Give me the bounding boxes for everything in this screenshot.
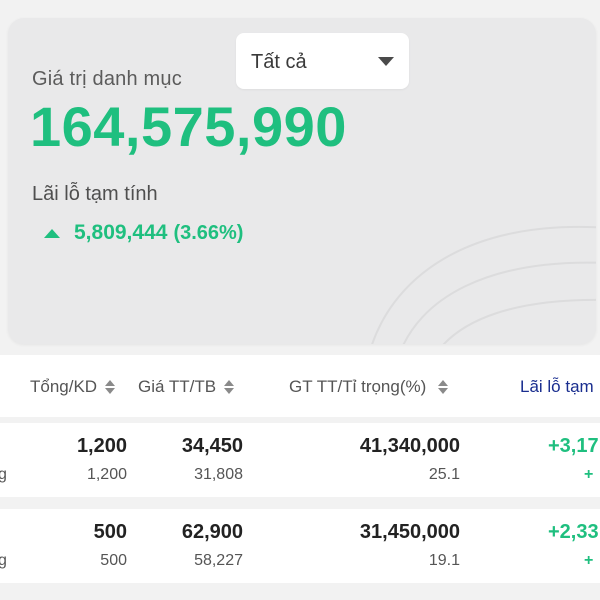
table-row[interactable]: g 500 500 62,900 58,227 31,450,000 19.1 … [0, 509, 600, 583]
row-name-fragment: g [0, 466, 7, 483]
table-row[interactable]: g 1,200 1,200 34,450 31,808 41,340,000 2… [0, 423, 600, 497]
market-price: 34,450 [181, 435, 243, 457]
filter-selected-value: Tất cả [251, 51, 307, 73]
column-header-pl[interactable]: Lãi lỗ tạm [520, 377, 594, 397]
provisional-pl-label: Lãi lỗ tạm tính [32, 183, 158, 205]
sort-icon[interactable] [438, 380, 449, 394]
column-header-total-kd[interactable]: Tổng/KD [30, 377, 116, 397]
market-price: 62,900 [181, 521, 243, 543]
provisional-pl: 5,809,444 (3.66%) [44, 221, 243, 245]
chevron-down-icon [378, 57, 394, 66]
card-decoration [371, 225, 596, 344]
column-header-price[interactable]: Giá TT/TB [138, 377, 235, 397]
arrow-up-icon [44, 229, 60, 238]
column-header-value-weight[interactable]: GT TT/Tỉ trọng(%) [289, 377, 449, 397]
holdings-table-header: Tổng/KD Giá TT/TB GT TT/Tỉ trọng(%) Lãi … [0, 355, 600, 417]
pl-percent: (3.66%) [173, 221, 244, 244]
portfolio-filter-dropdown[interactable]: Tất cả [236, 33, 409, 89]
total-quantity: 500 [93, 521, 127, 543]
pl-amount: +2,33 [548, 521, 599, 543]
market-value: 31,450,000 [359, 521, 460, 543]
column-header-label: Giá TT/TB [138, 377, 217, 396]
portfolio-total-value: 164,575,990 [30, 95, 347, 158]
kd-quantity: 1,200 [86, 466, 127, 483]
market-value: 41,340,000 [359, 435, 460, 457]
pl-amount: +3,17 [548, 435, 599, 457]
sort-icon[interactable] [105, 380, 116, 394]
weight-percent: 25.1 [428, 466, 460, 483]
total-quantity: 1,200 [76, 435, 127, 457]
pl-value: 5,809,444 [74, 221, 168, 244]
sort-icon[interactable] [224, 380, 235, 394]
column-header-label: Lãi lỗ tạm [520, 377, 594, 396]
portfolio-value-label: Giá trị danh mục [32, 68, 182, 90]
column-header-label: GT TT/Tỉ trọng(%) [289, 377, 427, 396]
row-name-fragment: g [0, 552, 7, 569]
average-price: 31,808 [194, 466, 243, 483]
portfolio-summary-card: Giá trị danh mục Tất cả 164,575,990 Lãi … [8, 18, 596, 344]
pl-percent-cell: + [584, 466, 594, 483]
weight-percent: 19.1 [428, 552, 460, 569]
pl-percent-cell: + [584, 552, 594, 569]
kd-quantity: 500 [100, 552, 127, 569]
average-price: 58,227 [194, 552, 243, 569]
column-header-label: Tổng/KD [30, 377, 98, 396]
